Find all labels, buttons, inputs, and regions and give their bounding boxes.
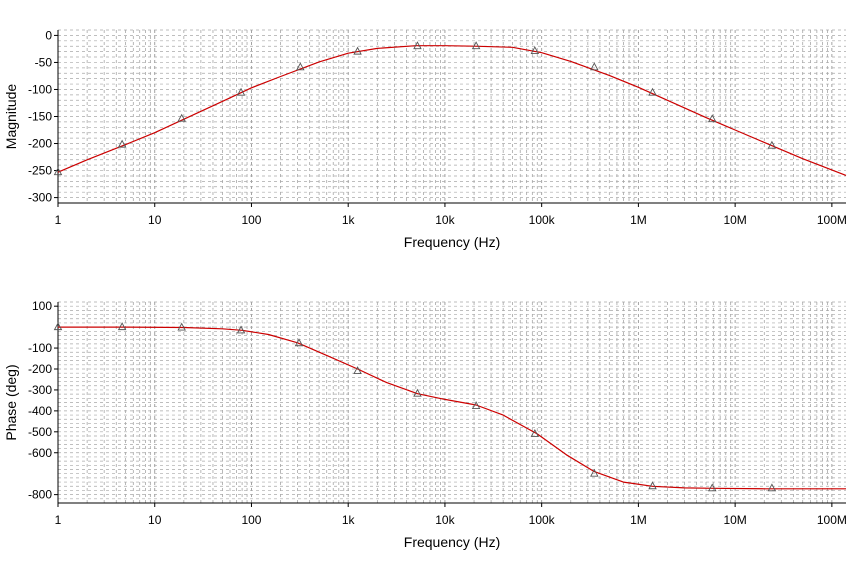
- y-tick-label: -200: [28, 137, 52, 151]
- y-tick-label: -600: [28, 446, 52, 460]
- data-point-marker: [648, 481, 657, 490]
- y-tick-label: -100: [28, 341, 52, 355]
- data-point-marker: [530, 428, 540, 437]
- x-axis-title: Frequency (Hz): [404, 234, 500, 250]
- y-tick-label: -150: [28, 110, 52, 124]
- data-point-marker: [413, 388, 422, 397]
- y-tick-label: -100: [28, 82, 52, 96]
- data-point-marker: [707, 114, 717, 123]
- data-point-marker: [767, 483, 777, 492]
- data-point-marker: [471, 401, 481, 410]
- y-tick-label: 100: [32, 299, 52, 313]
- x-tick-label: 1: [55, 213, 62, 227]
- data-point-marker: [53, 322, 63, 331]
- y-axis-title: Phase (deg): [3, 364, 19, 440]
- y-tick-label: -500: [28, 425, 52, 439]
- data-point-marker: [590, 62, 599, 71]
- x-tick-label: 10: [148, 213, 162, 227]
- y-tick-label: 0: [45, 28, 52, 42]
- data-point-marker: [767, 140, 777, 149]
- data-point-marker: [413, 41, 422, 50]
- x-tick-label: 100k: [529, 513, 556, 527]
- y-tick-label: -250: [28, 164, 52, 178]
- x-tick-label: 10: [148, 513, 162, 527]
- series-line: [58, 326, 846, 490]
- data-point-marker: [530, 46, 540, 55]
- y-axis-title: Magnitude: [3, 84, 19, 150]
- magnitude-plot: 1 10 100 1k 10k 100k 1M 10M 100M 0 -50 -100 -150 -200…: [3, 28, 847, 250]
- data-point-marker: [648, 87, 657, 96]
- x-tick-label: 1M: [630, 213, 647, 227]
- y-tick-label: -800: [28, 488, 52, 502]
- x-tick-label: 100k: [529, 213, 556, 227]
- x-tick-label: 10k: [435, 513, 455, 527]
- x-tick-label: 10M: [723, 513, 746, 527]
- data-point-marker: [296, 62, 305, 71]
- x-tick-label: 100M: [817, 513, 847, 527]
- x-tick-label: 1M: [630, 513, 647, 527]
- x-axis-title: Frequency (Hz): [404, 534, 500, 550]
- data-point-marker: [353, 46, 362, 55]
- x-tick-label: 100M: [817, 213, 847, 227]
- x-tick-label: 10M: [723, 213, 746, 227]
- x-tick-label: 100: [241, 513, 261, 527]
- y-tick-label: -400: [28, 404, 52, 418]
- x-tick-label: 1: [55, 513, 62, 527]
- x-tick-label: 10k: [435, 213, 455, 227]
- y-tick-label: -200: [28, 362, 52, 376]
- y-tick-label: -50: [35, 55, 53, 69]
- data-point-marker: [177, 113, 186, 122]
- data-point-marker: [53, 167, 63, 176]
- data-point-marker: [117, 322, 127, 331]
- x-tick-label: 100: [241, 213, 261, 227]
- data-point-marker: [471, 41, 481, 50]
- data-point-marker: [294, 338, 304, 347]
- data-point-marker: [236, 87, 246, 96]
- data-point-marker: [353, 366, 362, 375]
- data-point-marker: [707, 483, 717, 492]
- y-tick-label: -300: [28, 383, 52, 397]
- data-point-marker: [590, 468, 599, 477]
- data-point-marker: [177, 322, 186, 331]
- series-line: [57, 45, 847, 176]
- x-tick-label: 1k: [342, 513, 356, 527]
- phase-plot: 1 10 100 1k 10k 100k 1M 10M 100M 100 -100 -200 -300 -…: [3, 299, 847, 550]
- data-point-marker: [117, 139, 127, 148]
- y-tick-label: -300: [28, 191, 52, 205]
- data-point-marker: [236, 325, 246, 334]
- x-tick-label: 1k: [342, 213, 356, 227]
